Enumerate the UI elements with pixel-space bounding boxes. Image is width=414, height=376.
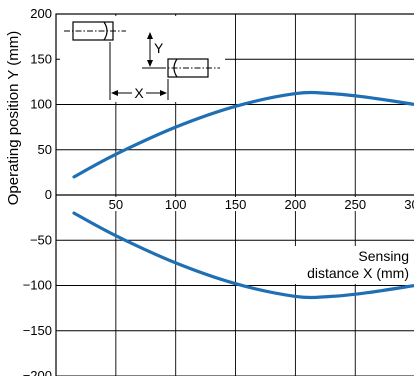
x-tick-background	[161, 197, 190, 211]
x-tick-background	[221, 197, 250, 211]
x-tick-background	[101, 197, 130, 211]
y-tick-label: −150	[23, 323, 52, 338]
y-arrow-down	[147, 60, 153, 67]
y-tick-label: −200	[23, 368, 52, 376]
grid	[55, 13, 414, 376]
x-tick-label: 50	[109, 197, 123, 212]
inset-y-label: Y	[154, 40, 164, 56]
y-tick-label: 100	[30, 97, 52, 112]
x-tick-label: 200	[285, 197, 307, 212]
y-axis-label: Operating position Y (mm)	[5, 31, 22, 206]
y-tick-label: 0	[45, 187, 52, 202]
x-arrow-left	[111, 90, 118, 96]
x-axis-label-line-1: Sensing	[358, 248, 409, 264]
x-axis-label-line-2: distance X (mm)	[307, 265, 409, 281]
x-arrow-right	[160, 90, 167, 96]
y-tick-label: −100	[23, 278, 52, 293]
y-tick-label: 50	[38, 142, 52, 157]
series-line-1	[72, 90, 414, 179]
y-arrow-up	[147, 32, 153, 39]
x-tick-label: 100	[165, 197, 187, 212]
x-tick-label: 150	[225, 197, 247, 212]
x-tick-background	[341, 197, 370, 211]
inset-diagram: Y X	[60, 16, 225, 102]
x-tick-label: 300	[404, 197, 414, 212]
series-line-2	[72, 211, 414, 300]
x-tick-background	[281, 197, 310, 211]
inset-x-label: X	[134, 85, 144, 101]
y-tick-label: −50	[30, 232, 52, 247]
curves	[72, 90, 414, 300]
y-tick-label: 150	[30, 51, 52, 66]
tick-labels: 200 150 100 50 0 −50 −100 −150 −200 50 100 150 200 25…	[23, 6, 414, 376]
x-tick-background	[401, 197, 414, 211]
y-tick-label: 200	[30, 6, 52, 21]
x-tick-label: 250	[344, 197, 366, 212]
x-axis-label-background	[292, 246, 412, 284]
